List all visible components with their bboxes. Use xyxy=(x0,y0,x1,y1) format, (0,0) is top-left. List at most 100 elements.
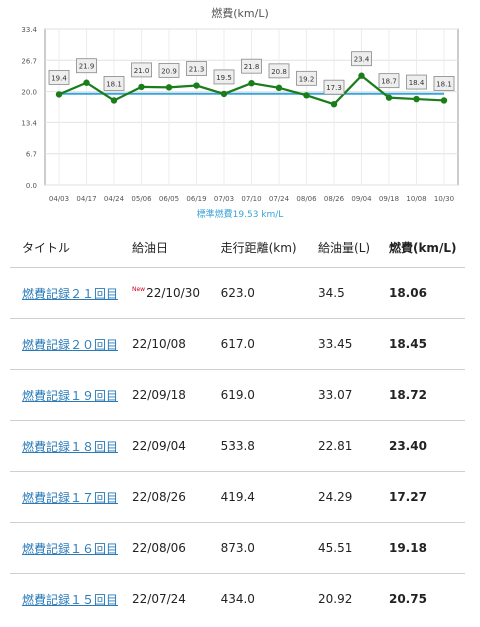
data-label: 21.3 xyxy=(189,66,205,74)
header-date: 給油日 xyxy=(120,227,209,268)
data-point xyxy=(165,84,173,91)
distance-cell: 619.0 xyxy=(208,369,307,421)
x-tick-label: 10/30 xyxy=(434,195,454,203)
data-label: 17.3 xyxy=(326,84,342,92)
x-tick-label: 08/06 xyxy=(296,195,317,203)
x-tick-label: 04/24 xyxy=(104,195,125,203)
new-badge: New xyxy=(132,286,146,293)
header-efficiency: 燃費(km/L) xyxy=(376,227,465,268)
y-tick-label: 26.7 xyxy=(21,57,37,65)
record-title-link[interactable]: 燃費記録１５回目 xyxy=(22,592,119,607)
efficiency-cell: 17.27 xyxy=(376,471,465,523)
x-tick-label: 04/17 xyxy=(76,195,96,203)
table-row: 燃費記録１８回目 22/09/04 533.8 22.81 23.40 xyxy=(10,420,465,472)
fuel-records-table: タイトル 給油日 走行距離(km) 給油量(L) 燃費(km/L) 燃費記録２１… xyxy=(10,227,465,624)
amount-cell: 45.51 xyxy=(306,522,377,574)
record-title-cell: 燃費記録２０回目 xyxy=(10,318,120,370)
distance-cell: 873.0 xyxy=(208,522,307,574)
data-label-box xyxy=(186,61,207,76)
header-amount: 給油量(L) xyxy=(306,227,377,268)
record-title-link[interactable]: 燃費記録１９回目 xyxy=(22,388,119,403)
x-tick-label: 09/18 xyxy=(379,195,399,203)
y-tick-label: 13.4 xyxy=(21,119,37,127)
refuel-date-cell: 22/09/04 xyxy=(120,420,209,472)
x-tick-label: 04/03 xyxy=(49,195,69,203)
data-point xyxy=(275,84,283,92)
fuel-efficiency-chart: 0.0 6.7 13.4 20.0 26.7 33.4 04/03 04/17 04/24 05/… xyxy=(0,0,480,232)
refuel-date: 22/09/18 xyxy=(132,388,186,402)
x-tick-label: 07/10 xyxy=(241,195,261,203)
data-label: 19.4 xyxy=(51,74,67,82)
efficiency-cell: 19.18 xyxy=(376,522,465,574)
data-label-box xyxy=(76,58,97,74)
data-label: 21.0 xyxy=(134,67,150,75)
data-point xyxy=(138,83,145,91)
data-point xyxy=(83,79,90,86)
efficiency-cell: 18.72 xyxy=(376,369,465,421)
x-tick-label: 07/03 xyxy=(214,195,234,203)
refuel-date-cell: New22/10/30 xyxy=(120,267,209,319)
amount-cell: 33.07 xyxy=(306,369,377,421)
standard-fuel-label: 標準燃費19.53 km/L xyxy=(197,208,284,220)
x-tick-label: 10/08 xyxy=(406,195,426,203)
table-body: 燃費記録２１回目 New22/10/30 623.0 34.5 18.06 燃費記録２０回… xyxy=(10,267,465,625)
refuel-date-cell: 22/08/26 xyxy=(120,471,209,523)
data-label-box xyxy=(433,76,455,91)
record-title-cell: 燃費記録１９回目 xyxy=(10,369,120,421)
y-tick-label: 33.4 xyxy=(21,26,37,34)
record-title-cell: 燃費記録１８回目 xyxy=(10,420,120,472)
record-title-link[interactable]: 燃費記録２１回目 xyxy=(22,286,119,301)
data-point xyxy=(440,97,448,104)
x-tick-label: 06/05 xyxy=(159,195,179,203)
record-title-cell: 燃費記録１５回目 xyxy=(10,574,120,625)
data-point xyxy=(220,90,228,98)
chart-svg: 0.0 6.7 13.4 20.0 26.7 33.4 04/03 04/17 04/24 05/… xyxy=(21,6,459,220)
data-point xyxy=(303,92,310,99)
data-label-box xyxy=(131,62,152,78)
data-label-box xyxy=(48,69,70,85)
data-label-box xyxy=(158,62,180,78)
record-title-link[interactable]: 燃費記録２０回目 xyxy=(22,337,119,352)
efficiency-cell: 18.06 xyxy=(376,267,465,319)
data-label-box xyxy=(323,79,345,95)
data-point xyxy=(110,97,118,104)
distance-cell: 419.4 xyxy=(208,471,307,523)
data-label-box xyxy=(351,51,372,67)
distance-cell: 533.8 xyxy=(208,420,307,472)
data-label-box xyxy=(378,73,400,89)
data-label-box xyxy=(406,74,427,90)
amount-cell: 34.5 xyxy=(306,267,377,319)
x-tick-label: 08/26 xyxy=(324,195,345,203)
x-tick-label: 09/04 xyxy=(351,195,372,203)
data-point xyxy=(193,82,200,89)
data-label: 20.9 xyxy=(161,67,177,75)
record-title-link[interactable]: 燃費記録１６回目 xyxy=(22,541,119,556)
efficiency-cell: 18.45 xyxy=(376,318,465,370)
refuel-date: 22/10/30 xyxy=(146,286,200,300)
chart-title: 燃費(km/L) xyxy=(211,6,269,20)
header-title: タイトル xyxy=(10,227,120,268)
data-point xyxy=(358,72,365,79)
y-tick-label: 20.0 xyxy=(21,89,37,97)
record-title-link[interactable]: 燃費記録１８回目 xyxy=(22,439,119,454)
amount-cell: 24.29 xyxy=(306,471,377,523)
refuel-date: 22/08/06 xyxy=(132,541,186,555)
refuel-date-cell: 22/07/24 xyxy=(120,574,209,625)
record-title-link[interactable]: 燃費記録１７回目 xyxy=(22,490,119,505)
x-tick-label: 05/06 xyxy=(131,195,152,203)
data-point xyxy=(385,94,393,101)
amount-cell: 20.92 xyxy=(318,592,353,606)
data-label-box xyxy=(296,70,317,86)
data-label: 23.4 xyxy=(354,56,370,64)
refuel-date: 22/09/04 xyxy=(132,439,186,453)
data-label: 18.7 xyxy=(381,78,397,86)
table-row: 燃費記録１６回目 22/08/06 873.0 45.51 19.18 xyxy=(10,522,465,574)
x-tick-label: 06/19 xyxy=(186,195,206,203)
data-label-box xyxy=(241,58,262,74)
distance-cell: 623.0 xyxy=(208,267,307,319)
refuel-date-cell: 22/08/06 xyxy=(120,522,209,574)
refuel-date-cell: 22/09/18 xyxy=(120,369,209,421)
table-row: 燃費記録１５回目 22/07/24 434.0 20.92 20.75 xyxy=(10,574,465,625)
data-label: 18.1 xyxy=(436,80,452,88)
refuel-date: 22/10/08 xyxy=(132,337,186,351)
